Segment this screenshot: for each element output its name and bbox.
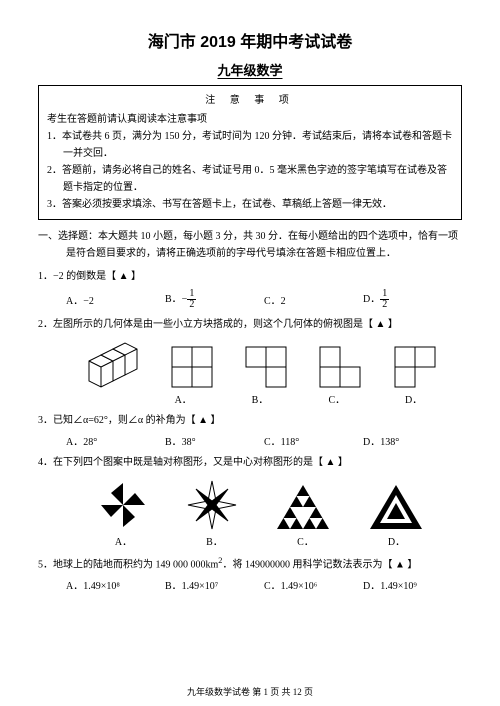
question-1: 1．−2 的倒数是【 ▲ 】 xyxy=(38,268,462,285)
notice-item-2: 2．答题前，请务必将自己的姓名、考试证号用 0．5 毫米黑色字迹的签字笔填写在试… xyxy=(47,162,453,196)
cube-solid-icon xyxy=(83,341,139,389)
q3-opt-b: B．38° xyxy=(165,433,264,448)
q3-opt-a: A．28° xyxy=(66,433,165,448)
q2-fig-d xyxy=(393,345,437,389)
question-2: 2．左图所示的几何体是由一些小立方块搭成的，则这个几何体的俯视图是【 ▲ 】 xyxy=(38,316,462,333)
q4-label-a: A． xyxy=(78,533,169,548)
topview-c-icon xyxy=(318,345,362,389)
q2-figures xyxy=(38,337,462,391)
sierpinski-icon xyxy=(275,483,331,531)
question-3: 3．已知∠α=62°，则∠α 的补角为【 ▲ 】 xyxy=(38,412,462,429)
q4-fig-a xyxy=(97,479,149,531)
notice-item-3: 3．答案必须按要求填涂、书写在答题卡上，在试卷、草稿纸上答题一律无效． xyxy=(47,196,453,213)
topview-d-icon xyxy=(393,345,437,389)
q4-fig-c xyxy=(275,483,331,531)
q5-text-a: 5．地球上的陆地而积约为 149 000 000km xyxy=(38,559,218,570)
q1-b-label: B． xyxy=(165,294,182,305)
compass-star-icon xyxy=(186,479,238,531)
q5-text-b: ．将 149000000 用科学记数法表示为【 ▲ 】 xyxy=(222,559,417,570)
q1-options: A．−2 B．−12 C．2 D．12 xyxy=(38,289,462,310)
q2-fig-b xyxy=(244,345,288,389)
q2-label-c: C． xyxy=(298,391,375,406)
q4-fig-b xyxy=(186,479,238,531)
q1-opt-c: C．2 xyxy=(264,292,363,307)
q5-options: A．1.49×10⁸ B．1.49×10⁷ C．1.49×10⁶ D．1.49×… xyxy=(38,577,462,592)
q2-labels: A． B． C． D． xyxy=(38,391,462,412)
q2-label-b: B． xyxy=(222,391,299,406)
exam-subtitle: 九年级数学 xyxy=(38,60,462,79)
q1-c-label: C． xyxy=(264,296,281,307)
q3-opt-c: C．118° xyxy=(264,433,363,448)
q3-opt-d: D．138° xyxy=(363,433,462,448)
q1-opt-a: A．−2 xyxy=(66,292,165,307)
notice-box: 注 意 事 项 考生在答题前请认真阅读本注意事项 1．本试卷共 6 页，满分为 … xyxy=(38,85,462,220)
page-footer: 九年级数学试卷 第 1 页 共 12 页 xyxy=(0,685,500,698)
q4-label-c: C． xyxy=(260,533,351,548)
q2-label-a: A． xyxy=(145,391,222,406)
notice-intro: 考生在答题前请认真阅读本注意事项 xyxy=(47,111,453,128)
q2-fig-a xyxy=(170,345,214,389)
q3-options: A．28° B．38° C．118° D．138° xyxy=(38,433,462,448)
q1-a-val: −2 xyxy=(83,296,94,307)
q4-label-d: D． xyxy=(351,533,442,548)
q1-b-frac: 12 xyxy=(187,289,196,310)
section-1-header: 一、选择题：本大题共 10 小题，每小题 3 分，共 30 分．在每小题给出的四… xyxy=(38,228,462,262)
triangle-pattern-icon xyxy=(368,483,424,531)
exam-title: 海门市 2019 年期中考试试卷 xyxy=(38,28,462,52)
notice-heading: 注 意 事 项 xyxy=(47,92,453,109)
q1-a-label: A． xyxy=(66,296,83,307)
q4-figures xyxy=(38,475,462,533)
q4-label-b: B． xyxy=(169,533,260,548)
pinwheel-icon xyxy=(97,479,149,531)
q2-solid-figure xyxy=(83,341,139,389)
q4-fig-d xyxy=(368,483,424,531)
q1-opt-d: D．12 xyxy=(363,289,462,310)
topview-b-icon xyxy=(244,345,288,389)
q5-opt-d: D．1.49×10⁹ xyxy=(363,577,462,592)
q4-labels: A． B． C． D． xyxy=(38,533,462,554)
notice-item-1: 1．本试卷共 6 页，满分为 150 分，考试时间为 120 分钟．考试结束后，… xyxy=(47,128,453,162)
q1-c-val: 2 xyxy=(281,296,286,307)
q2-blank-label xyxy=(68,391,145,406)
q1-d-label: D． xyxy=(363,294,380,305)
question-5: 5．地球上的陆地而积约为 149 000 000km2．将 149000000 … xyxy=(38,554,462,573)
question-4: 4．在下列四个图案中既是轴对称图形，又是中心对称图形的是【 ▲ 】 xyxy=(38,454,462,471)
q1-b-den: 2 xyxy=(187,300,196,310)
q1-opt-b: B．−12 xyxy=(165,289,264,310)
q1-d-den: 2 xyxy=(380,300,389,310)
q5-opt-a: A．1.49×10⁸ xyxy=(66,577,165,592)
q1-d-frac: 12 xyxy=(380,289,389,310)
q5-opt-b: B．1.49×10⁷ xyxy=(165,577,264,592)
topview-a-icon xyxy=(170,345,214,389)
q2-label-d: D． xyxy=(375,391,452,406)
q5-opt-c: C．1.49×10⁶ xyxy=(264,577,363,592)
q2-fig-c xyxy=(318,345,362,389)
